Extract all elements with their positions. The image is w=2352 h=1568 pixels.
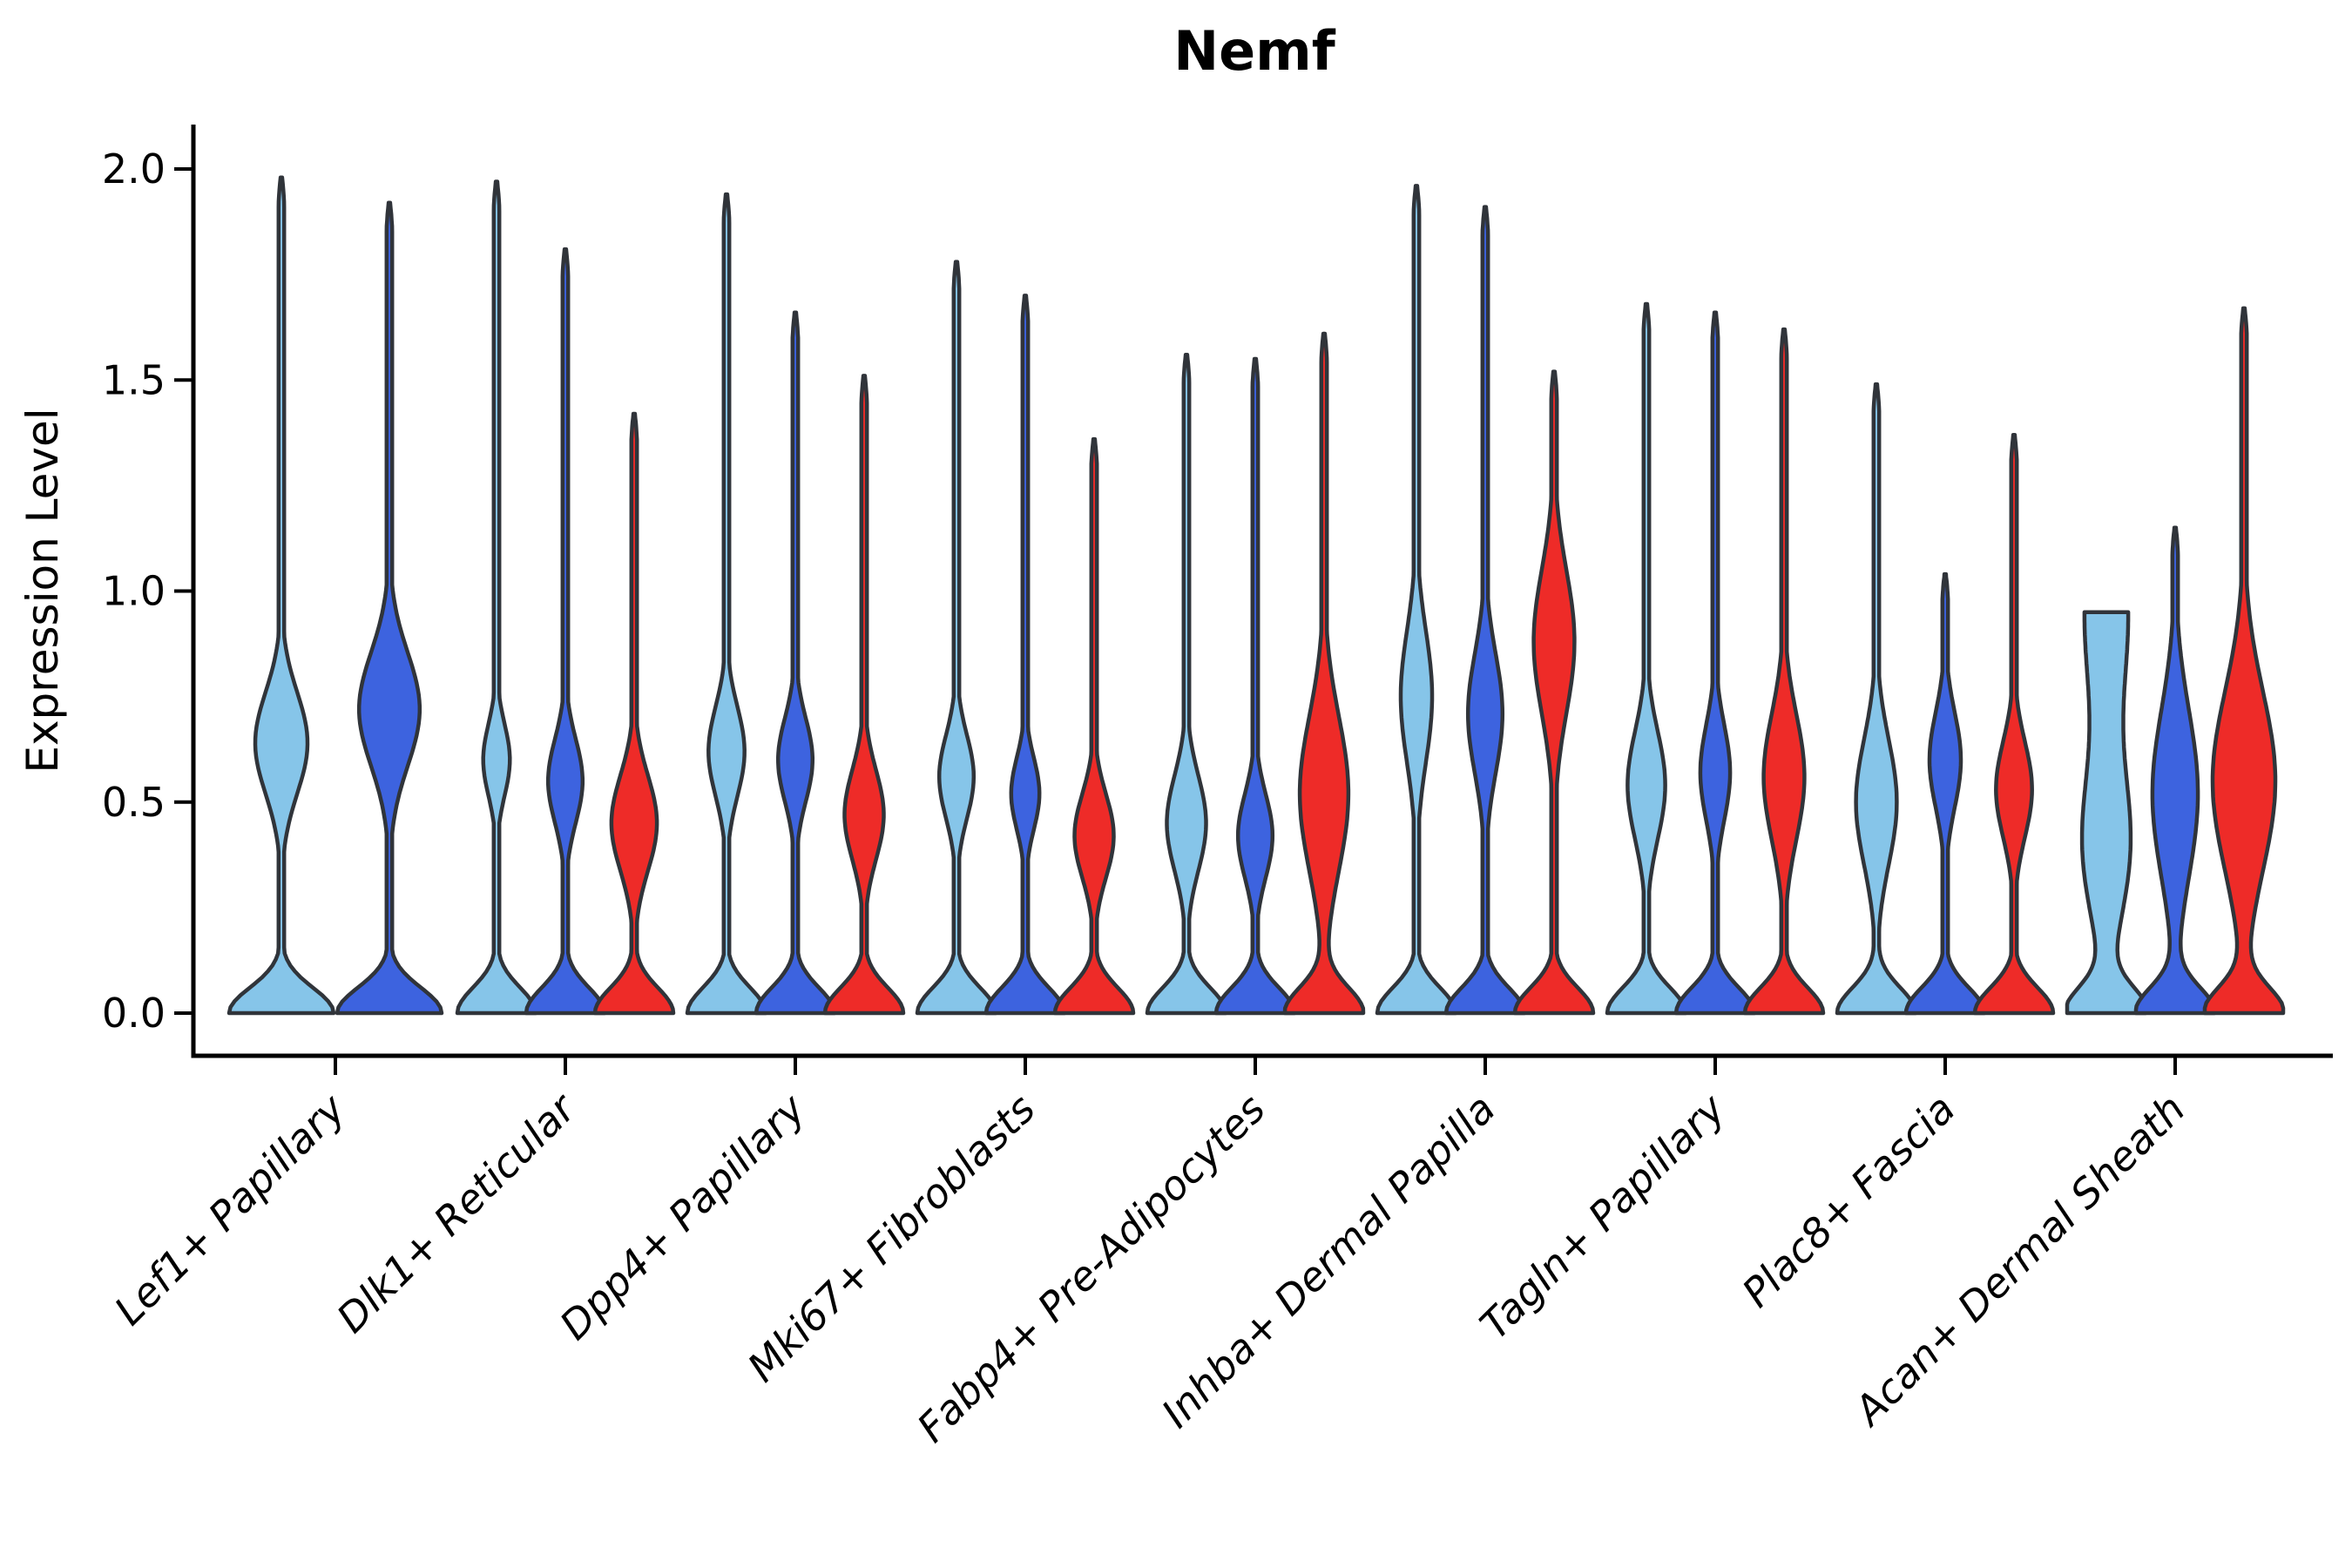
violin-fabp4-pre-adipocytes-dark_blue (1213, 356, 1297, 1016)
x-tick-label: Plac8+ Fascia (1733, 1085, 1963, 1316)
violin-dpp4-papillary-light_blue (685, 192, 768, 1016)
violin-plac8-fascia-red (1972, 432, 2056, 1016)
violin-fabp4-pre-adipocytes-light_blue (1145, 352, 1228, 1016)
violin-lef1-papillary-light_blue (226, 175, 336, 1016)
violin-acan-dermal-sheath-light_blue (2065, 610, 2148, 1016)
y-axis-ticks: 0.0 0.5 1.0 1.5 2.0 (102, 145, 193, 1037)
violins-layer (226, 175, 2286, 1016)
y-tick-label: 1.0 (102, 568, 166, 615)
x-tick-label: Dpp4+ Papillary (551, 1085, 814, 1348)
violin-inhba-dermal-papilla-light_blue (1375, 184, 1458, 1016)
violin-plac8-fascia-dark_blue (1903, 571, 1987, 1016)
y-axis-label: Expression Level (17, 408, 68, 773)
violin-dpp4-papillary-red (822, 374, 906, 1016)
violin-dpp4-papillary-dark_blue (754, 310, 837, 1016)
violin-mki67-fibroblasts-dark_blue (983, 294, 1067, 1016)
violin-dlk1-reticular-red (592, 411, 676, 1016)
violin-dlk1-reticular-light_blue (455, 179, 538, 1016)
violin-inhba-dermal-papilla-red (1512, 369, 1596, 1016)
violin-tagln-papillary-dark_blue (1673, 310, 1757, 1016)
violin-inhba-dermal-papilla-dark_blue (1443, 205, 1527, 1016)
violin-dlk1-reticular-dark_blue (524, 247, 607, 1016)
violin-acan-dermal-sheath-red (2202, 306, 2286, 1016)
violin-lef1-papillary-dark_blue (335, 200, 444, 1016)
chart-title: Nemf (1173, 19, 1336, 83)
violin-fabp4-pre-adipocytes-red (1282, 331, 1366, 1016)
violin-acan-dermal-sheath-dark_blue (2133, 525, 2217, 1016)
y-tick-label: 0.5 (102, 779, 166, 826)
x-tick-label: Lef1+ Papillary (105, 1085, 355, 1334)
y-tick-label: 0.0 (102, 990, 166, 1037)
violin-tagln-papillary-red (1742, 327, 1826, 1016)
y-tick-label: 2.0 (102, 145, 166, 193)
x-tick-label: Dlk1+ Reticular (328, 1083, 586, 1342)
y-tick-label: 1.5 (102, 356, 166, 403)
violin-plac8-fascia-light_blue (1835, 382, 1918, 1016)
violin-tagln-papillary-light_blue (1605, 301, 1688, 1016)
violin-mki67-fibroblasts-light_blue (915, 260, 998, 1016)
violin-mki67-fibroblasts-red (1052, 436, 1136, 1016)
x-tick-label: Tagln+ Papillary (1470, 1085, 1734, 1348)
